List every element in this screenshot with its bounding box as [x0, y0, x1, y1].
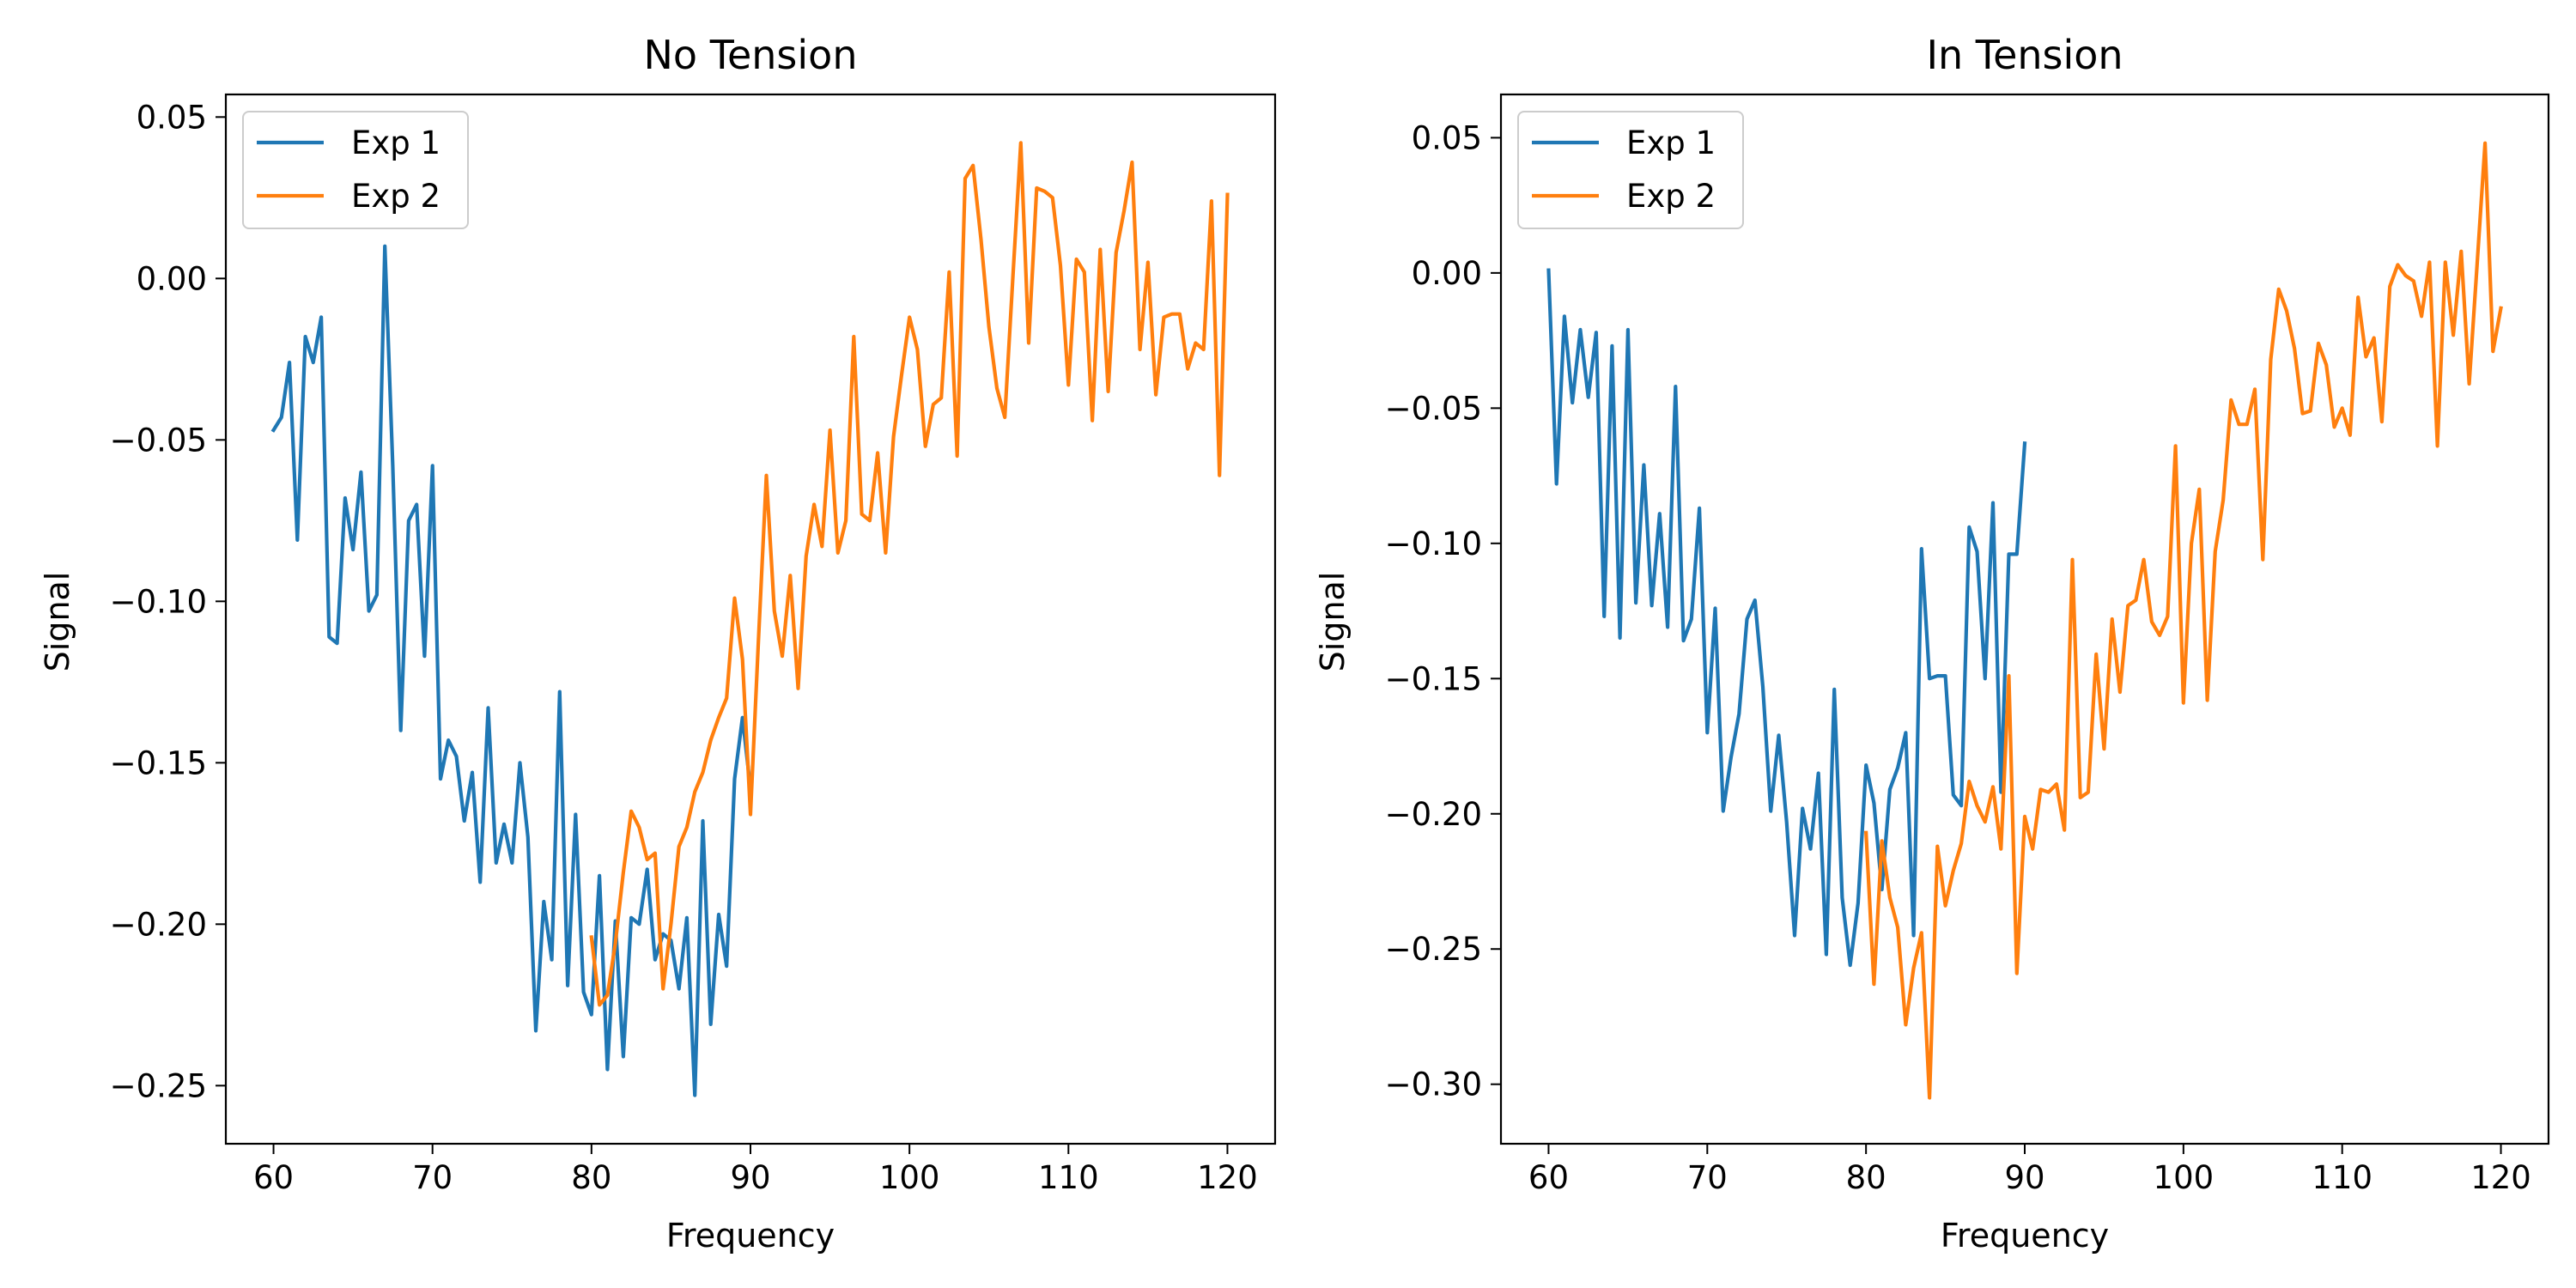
x-tick-label: 90 — [2004, 1159, 2044, 1196]
plot-area — [1546, 141, 2503, 1100]
y-tick-label: −0.10 — [1385, 526, 1482, 562]
x-tick-label: 110 — [1038, 1159, 1099, 1196]
legend-label: Exp 1 — [351, 125, 440, 161]
y-tick-label: −0.15 — [1385, 660, 1482, 697]
x-tick-label: 100 — [2154, 1159, 2215, 1196]
legend: Exp 1 Exp 2 — [1517, 111, 1744, 229]
series-line-exp-1 — [270, 244, 753, 1097]
y-tick-label: −0.20 — [1385, 796, 1482, 833]
y-tick-label: −0.10 — [110, 583, 207, 620]
y-tick-label: −0.25 — [1385, 931, 1482, 968]
x-axis-label: Frequency — [1941, 1217, 2109, 1255]
chart-no-tension: No Tension Frequency Signal 60 70 80 90 100 1… — [39, 32, 1277, 1255]
plot-area — [270, 141, 1230, 1097]
legend: Exp 1 Exp 2 — [242, 111, 469, 229]
y-tick-label: −0.20 — [110, 906, 207, 943]
y-tick-label: 0.00 — [1412, 255, 1482, 292]
legend-label: Exp 2 — [1626, 178, 1716, 215]
y-axis-label: Signal — [1314, 572, 1352, 672]
series-line-exp-1 — [1546, 268, 2027, 968]
x-tick-label: 120 — [1197, 1159, 1258, 1196]
y-tick-label: 0.05 — [1412, 119, 1482, 156]
x-tick-label: 90 — [730, 1159, 770, 1196]
y-tick-label: −0.15 — [110, 744, 207, 781]
chart-in-tension: In Tension Frequency Signal 60 70 80 90 100 1… — [1314, 32, 2550, 1255]
x-tick-label: 70 — [412, 1159, 453, 1196]
x-tick-label: 60 — [1528, 1159, 1569, 1196]
x-tick-label: 80 — [1846, 1159, 1886, 1196]
series-line-exp-2 — [1863, 141, 2503, 1100]
y-tick-label: 0.05 — [137, 99, 207, 136]
y-tick-label: 0.00 — [137, 260, 207, 297]
legend-label: Exp 2 — [351, 178, 440, 215]
x-tick-label: 110 — [2312, 1159, 2372, 1196]
legend-label: Exp 1 — [1626, 125, 1716, 161]
y-tick-label: −0.05 — [110, 422, 207, 459]
chart-title: In Tension — [1926, 32, 2123, 78]
x-axis-label: Frequency — [666, 1217, 835, 1255]
chart-title: No Tension — [644, 32, 858, 78]
x-tick-label: 70 — [1687, 1159, 1728, 1196]
x-tick-label: 100 — [879, 1159, 940, 1196]
x-tick-label: 80 — [571, 1159, 611, 1196]
y-tick-label: −0.05 — [1385, 390, 1482, 427]
y-tick-label: −0.30 — [1385, 1066, 1482, 1103]
series-line-exp-2 — [589, 141, 1230, 1007]
x-tick-label: 60 — [253, 1159, 294, 1196]
x-tick-label: 120 — [2470, 1159, 2531, 1196]
y-axis-label: Signal — [39, 572, 76, 672]
y-tick-label: −0.25 — [110, 1067, 207, 1104]
